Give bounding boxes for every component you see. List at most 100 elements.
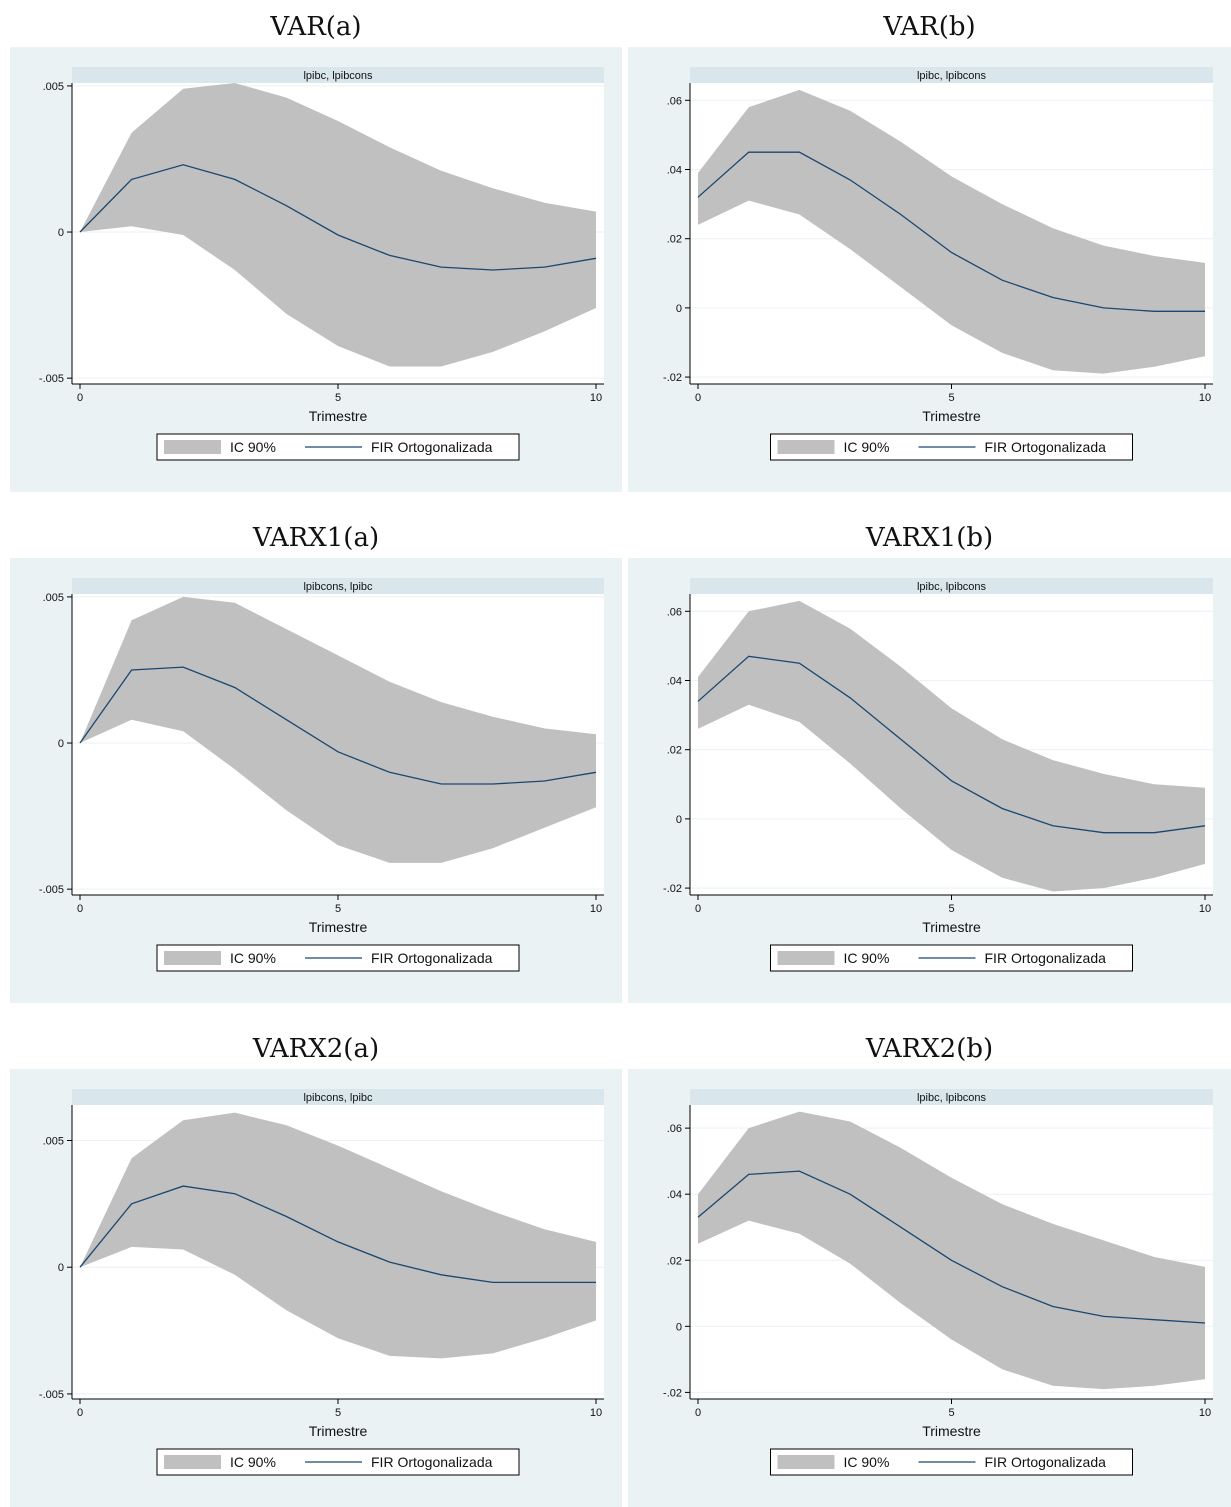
y-tick-label: .04 xyxy=(667,675,682,687)
legend-label-ci: IC 90% xyxy=(230,1454,276,1470)
legend-swatch-ci xyxy=(777,951,835,965)
x-tick-label: 10 xyxy=(1199,392,1211,404)
x-axis-label: Trimestre xyxy=(309,408,368,424)
strip-header xyxy=(72,1089,604,1105)
x-tick-label: 5 xyxy=(335,392,341,404)
y-tick-label: 0 xyxy=(676,814,682,826)
legend-label-fir: FIR Ortogonalizada xyxy=(985,1454,1107,1470)
chart-panel-varx2-b: VARX2(b) lpibc, lpibcons -.02 0 .02 .04 .06 0 5… xyxy=(628,1029,1231,1507)
y-tick-label: -.02 xyxy=(663,1387,682,1399)
x-tick-label: 5 xyxy=(335,903,341,915)
legend: IC 90% FIR Ortogonalizada xyxy=(770,944,1133,972)
legend-label-ci: IC 90% xyxy=(844,439,890,455)
y-tick-label: -.02 xyxy=(663,883,682,895)
legend: IC 90% FIR Ortogonalizada xyxy=(770,1448,1133,1476)
legend: IC 90% FIR Ortogonalizada xyxy=(156,944,520,972)
strip-header xyxy=(72,67,604,83)
panel-title: VARX1(a) xyxy=(252,523,380,553)
y-tick-label: .02 xyxy=(667,745,682,757)
fir-line xyxy=(79,1185,596,1284)
y-tick-label: .06 xyxy=(667,606,682,618)
fir-line xyxy=(697,151,1205,312)
chart-svg: lpibcons, lpibc -.005 0 .005 0 5 10 Trimestre IC… xyxy=(10,1069,622,1507)
strip-header xyxy=(690,1089,1213,1105)
x-axis-label: Trimestre xyxy=(922,1423,981,1439)
strip-label: lpibcons, lpibc xyxy=(303,1092,373,1104)
chart-panel-varx2-a: VARX2(a) lpibcons, lpibc -.005 0 .005 0 5 10 Tr… xyxy=(10,1029,622,1507)
y-tick-label: .04 xyxy=(667,164,682,176)
x-tick-label: 10 xyxy=(590,392,602,404)
y-tick-label: -.005 xyxy=(39,373,64,385)
x-tick-label: 5 xyxy=(948,903,954,915)
strip-label: lpibc, lpibcons xyxy=(303,70,373,82)
chart-svg: lpibcons, lpibc -.005 0 .005 0 5 10 Trimestre IC… xyxy=(10,558,622,1003)
x-axis-label: Trimestre xyxy=(309,919,368,935)
ci-band xyxy=(80,83,596,367)
chart-panel-varx1-b: VARX1(b) lpibc, lpibcons -.02 0 .02 .04 .06 0 5… xyxy=(628,518,1231,1003)
y-tick-label: 0 xyxy=(58,1262,64,1274)
strip-header xyxy=(690,578,1213,594)
y-tick-label: .005 xyxy=(43,81,64,93)
x-axis-label: Trimestre xyxy=(922,919,981,935)
chart-svg: lpibc, lpibcons -.005 0 .005 0 5 10 Trimestre IC… xyxy=(10,47,622,492)
legend-label-fir: FIR Ortogonalizada xyxy=(985,439,1107,455)
x-tick-label: 0 xyxy=(695,903,701,915)
legend-swatch-ci xyxy=(164,951,221,965)
strip-label: lpibc, lpibcons xyxy=(917,581,987,593)
x-tick-label: 0 xyxy=(695,1407,701,1419)
legend-swatch-ci xyxy=(164,1455,221,1469)
y-tick-label: .02 xyxy=(667,1255,682,1267)
y-tick-label: .02 xyxy=(667,234,682,246)
legend: IC 90% FIR Ortogonalizada xyxy=(770,433,1133,461)
y-tick-label: 0 xyxy=(676,1321,682,1333)
chart-svg: lpibc, lpibcons -.02 0 .02 .04 .06 0 5 10 Trimest… xyxy=(628,47,1231,492)
legend-label-fir: FIR Ortogonalizada xyxy=(371,439,493,455)
panel-title: VAR(b) xyxy=(883,12,976,42)
ci-band xyxy=(80,1112,596,1359)
legend-swatch-ci xyxy=(777,1455,835,1469)
legend-swatch-ci xyxy=(164,440,221,454)
strip-label: lpibcons, lpibc xyxy=(303,581,373,593)
legend: IC 90% FIR Ortogonalizada xyxy=(156,1448,520,1476)
y-tick-label: 0 xyxy=(676,303,682,315)
y-tick-label: -.005 xyxy=(39,884,64,896)
panel-title: VARX2(a) xyxy=(252,1034,380,1064)
panel-title: VARX1(b) xyxy=(865,523,994,553)
legend-label-fir: FIR Ortogonalizada xyxy=(371,950,493,966)
y-tick-label: -.02 xyxy=(663,372,682,384)
x-tick-label: 10 xyxy=(590,903,602,915)
strip-label: lpibc, lpibcons xyxy=(917,70,987,82)
x-tick-label: 10 xyxy=(590,1407,602,1419)
chart-svg: lpibc, lpibcons -.02 0 .02 .04 .06 0 5 10 Trimest… xyxy=(628,558,1231,1003)
x-tick-label: 5 xyxy=(335,1407,341,1419)
x-tick-label: 0 xyxy=(77,392,83,404)
y-tick-label: .04 xyxy=(667,1189,682,1201)
strip-label: lpibc, lpibcons xyxy=(917,1092,987,1104)
chart-panel-varx1-a: VARX1(a) lpibcons, lpibc -.005 0 .005 0 5 10 Tr… xyxy=(10,518,622,1003)
legend-swatch-ci xyxy=(777,440,835,454)
legend-label-fir: FIR Ortogonalizada xyxy=(985,950,1107,966)
fir-line xyxy=(79,164,597,271)
panel-title: VAR(a) xyxy=(270,12,362,42)
ci-band xyxy=(80,596,596,863)
chart-panel-var-a: VAR(a) lpibc, lpibcons -.005 0 .005 0 5 10 Trim… xyxy=(10,7,622,492)
legend-label-ci: IC 90% xyxy=(844,950,890,966)
y-tick-label: .06 xyxy=(667,1123,682,1135)
legend-label-fir: FIR Ortogonalizada xyxy=(371,1454,493,1470)
x-axis-label: Trimestre xyxy=(922,408,981,424)
strip-header xyxy=(690,67,1213,83)
y-tick-label: -.005 xyxy=(39,1389,64,1401)
ci-band xyxy=(698,600,1205,892)
x-tick-label: 10 xyxy=(1199,903,1211,915)
y-tick-label: 0 xyxy=(58,227,64,239)
y-tick-label: .005 xyxy=(43,592,64,604)
y-tick-label: .005 xyxy=(43,1135,64,1147)
x-tick-label: 5 xyxy=(948,1407,954,1419)
x-tick-label: 0 xyxy=(77,1407,83,1419)
x-tick-label: 0 xyxy=(77,903,83,915)
legend-label-ci: IC 90% xyxy=(230,439,276,455)
legend: IC 90% FIR Ortogonalizada xyxy=(156,433,520,461)
y-tick-label: .06 xyxy=(667,95,682,107)
chart-svg: lpibc, lpibcons -.02 0 .02 .04 .06 0 5 10 Trimest… xyxy=(628,1069,1231,1507)
x-tick-label: 5 xyxy=(948,392,954,404)
